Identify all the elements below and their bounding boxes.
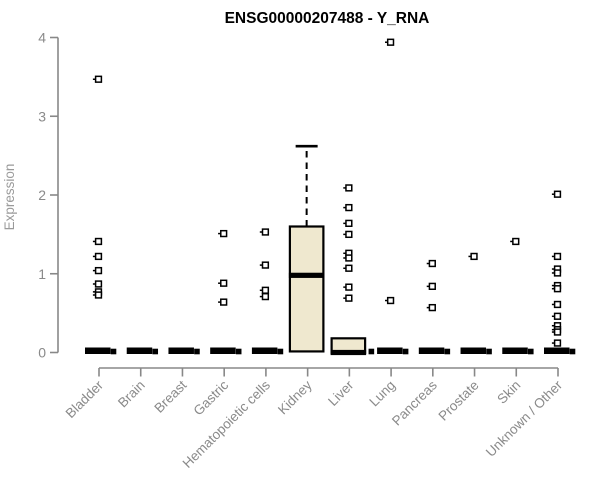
outlier-point-lung	[386, 296, 395, 305]
x-tick-label-kidney: Kidney	[275, 377, 315, 417]
outlier-point-bladder	[94, 252, 103, 261]
outlier-point-unknown-other	[553, 252, 562, 261]
outlier-point-liver	[345, 264, 353, 272]
outlier-point-liver	[345, 294, 353, 302]
x-tick-label-bladder: Bladder	[63, 377, 107, 421]
outlier-point-pancreas	[428, 303, 436, 312]
zero-bar-unknown-other	[544, 347, 570, 354]
outlier-point-hematopoietic-cells	[261, 228, 270, 236]
zero-point-pancreas	[444, 348, 451, 355]
y-tick-label: 4	[38, 30, 46, 46]
outlier-point-unknown-other	[553, 190, 562, 198]
outlier-point-pancreas	[428, 282, 436, 291]
outlier-point-bladder	[94, 280, 103, 288]
x-tick-label-liver: Liver	[325, 377, 357, 409]
zero-point-lung	[402, 348, 409, 355]
y-tick-label: 2	[38, 187, 46, 203]
outlier-point-bladder	[94, 237, 103, 246]
zero-bar-pancreas	[418, 347, 445, 354]
zero-point-gastric	[235, 348, 242, 355]
zero-point-prostate	[486, 348, 492, 355]
outlier-point-bladder	[94, 266, 103, 275]
x-tick-label-unknown-other: Unknown / Other	[483, 377, 566, 460]
outlier-point-unknown-other	[553, 300, 562, 309]
outlier-point-bladder	[94, 75, 103, 83]
outlier-point-liver	[345, 219, 353, 227]
y-axis-title: Expression	[2, 164, 17, 231]
median-liver	[330, 349, 367, 356]
outlier-point-liver	[345, 184, 353, 192]
outlier-point-gastric	[220, 229, 228, 238]
outlier-point-hematopoietic-cells	[261, 261, 270, 269]
chart-title: ENSG00000207488 - Y_RNA	[225, 10, 430, 27]
outlier-point-liver	[345, 254, 353, 262]
x-tick-label-lung: Lung	[366, 378, 398, 410]
outlier-point-liver	[345, 203, 353, 212]
zero-bar-bladder	[85, 347, 111, 354]
outlier-point-unknown-other	[553, 339, 562, 347]
outlier-point-lung	[386, 38, 395, 46]
zero-bar-lung	[377, 347, 403, 354]
zero-bar-skin	[502, 347, 528, 354]
outlier-point-gastric	[220, 298, 228, 306]
zero-point-breast	[194, 348, 200, 355]
zero-bar-prostate	[460, 347, 487, 354]
zero-point-unknown-other	[569, 348, 576, 355]
outlier-point-unknown-other	[553, 328, 562, 336]
outlier-point-pancreas	[428, 259, 436, 268]
x-tick-label-brain: Brain	[115, 378, 148, 411]
outlier-point-liver	[345, 283, 353, 291]
outlier-point-skin	[512, 237, 520, 246]
outlier-point-unknown-other	[553, 312, 562, 320]
outlier-point-unknown-other	[553, 269, 562, 277]
x-tick-label-prostate: Prostate	[436, 378, 482, 424]
y-tick-label: 1	[38, 266, 46, 282]
outlier-point-unknown-other	[553, 285, 562, 293]
x-tick-label-pancreas: Pancreas	[389, 377, 440, 428]
zero-point-hematopoietic-cells	[277, 348, 284, 355]
zero-point-brain	[152, 348, 159, 355]
zero-bar-brain	[126, 347, 153, 354]
outlier-point-bladder	[94, 291, 103, 299]
x-tick-label-skin: Skin	[494, 378, 523, 407]
zero-point-skin	[527, 348, 534, 355]
outlier-point-prostate	[470, 252, 478, 261]
zero-bar-hematopoietic-cells	[251, 347, 278, 354]
zero-bar-gastric	[210, 347, 236, 354]
y-tick-label: 0	[38, 345, 46, 361]
y-tick-label: 3	[38, 108, 46, 124]
zero-point-bladder	[110, 348, 117, 355]
zero-point-liver	[368, 348, 375, 355]
outlier-point-hematopoietic-cells	[261, 286, 270, 294]
median-kidney	[288, 272, 325, 278]
zero-bar-breast	[168, 347, 194, 354]
box-kidney	[288, 225, 325, 353]
x-tick-label-gastric: Gastric	[190, 377, 231, 418]
outlier-point-hematopoietic-cells	[261, 292, 270, 301]
outlier-point-liver	[345, 230, 353, 239]
x-tick-label-breast: Breast	[151, 377, 189, 415]
outlier-point-gastric	[220, 279, 228, 287]
